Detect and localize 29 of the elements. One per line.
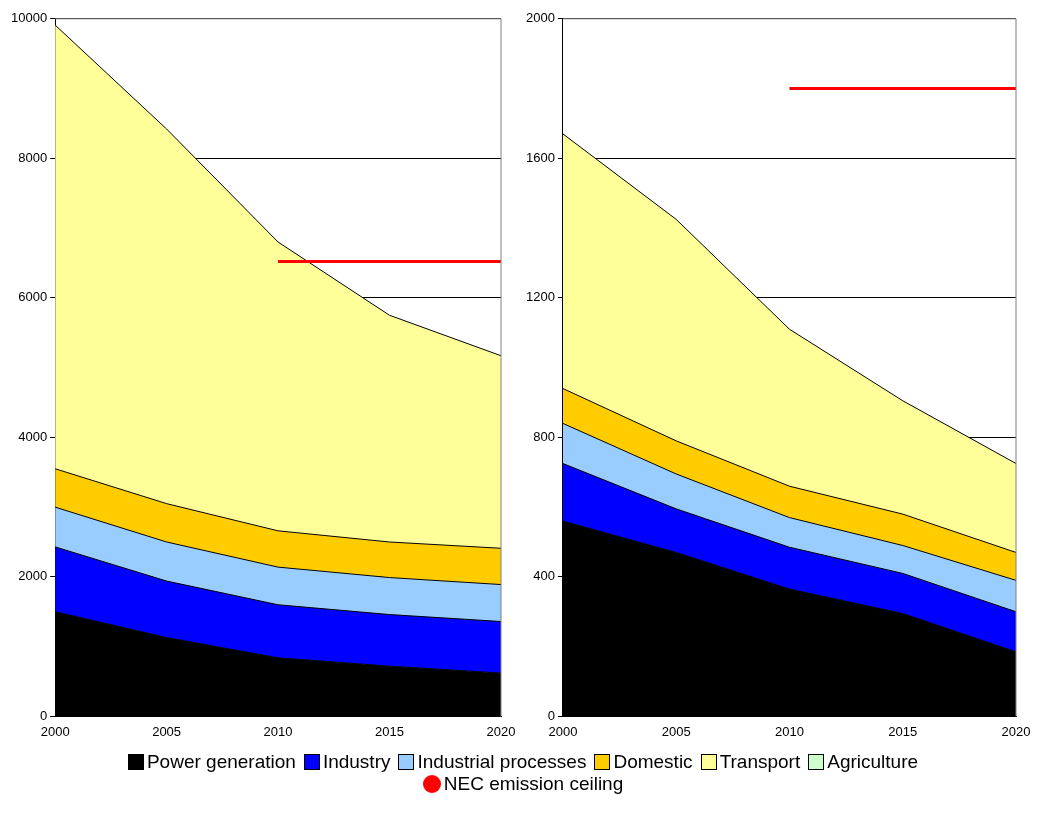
y-tick-label: 2000 — [18, 568, 48, 584]
legend-label: Transport — [719, 751, 801, 773]
y-tick-label: 0 — [39, 707, 48, 723]
y-tick-label: 1200 — [526, 289, 555, 305]
legend-label: Industrial processes — [417, 751, 587, 773]
x-tick-label: 2015 — [375, 723, 404, 739]
x-tick-label: 2000 — [40, 723, 70, 739]
legend-label: Domestic — [613, 751, 693, 773]
y-tick-label: 400 — [533, 568, 555, 584]
y-tick-label: 0 — [547, 707, 555, 723]
legend-label: Industry — [322, 751, 391, 773]
x-tick-label: 2015 — [888, 723, 918, 739]
x-tick-label: 2020 — [486, 723, 516, 739]
x-tick-label: 2020 — [1001, 723, 1031, 739]
y-tick-label: 2000 — [526, 10, 555, 26]
y-tick-label: 8000 — [18, 149, 48, 165]
legend-label: Power generation — [146, 751, 296, 773]
x-tick-label: 2005 — [661, 723, 691, 739]
x-tick-label: 2000 — [548, 723, 578, 739]
y-tick-label: 10000 — [10, 10, 48, 26]
legend-label: NEC emission ceiling — [443, 773, 624, 795]
y-tick-label: 800 — [533, 428, 555, 444]
y-tick-label: 4000 — [18, 428, 48, 444]
x-tick-label: 2010 — [263, 723, 293, 739]
y-tick-label: 6000 — [18, 289, 48, 305]
legend-label: Agriculture — [827, 751, 919, 773]
x-tick-label: 2005 — [152, 723, 182, 739]
x-tick-label: 2010 — [775, 723, 804, 739]
y-tick-label: 1600 — [526, 149, 555, 165]
